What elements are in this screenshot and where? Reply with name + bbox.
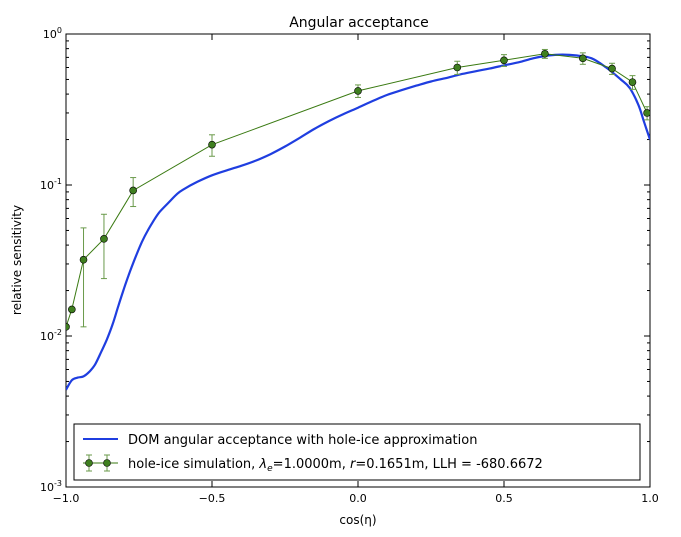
y-tick-label: 10-2 [40,328,62,343]
plot-frame [65,33,651,488]
data-point [129,186,137,195]
data-point [643,109,650,117]
data-point [68,305,76,314]
x-tick-label: 0.5 [495,492,513,505]
series-layer [66,48,650,391]
legend-box [73,423,641,481]
x-tick-label: 1.0 [641,492,659,505]
y-tick-label: 10-3 [40,479,62,494]
data-point [500,56,508,65]
data-point [66,323,70,331]
legend-label-simulation: hole-ice simulation, λe=1.0000m, r=0.165… [128,457,543,474]
y-tick-label: 100 [43,26,62,41]
data-point [628,78,637,86]
chart-title: Angular acceptance [289,15,429,31]
y-axis: 10-3 10-2 10-1 100 [40,26,650,494]
data-point [100,235,108,243]
x-axis-label: cos(η) [339,513,376,527]
data-point [608,64,616,73]
data-point [79,255,88,264]
legend-label-dom: DOM angular acceptance with hole-ice app… [128,433,477,448]
data-point [453,63,462,72]
x-tick-label: 0.0 [349,492,367,505]
series-line-simulation [66,53,648,327]
y-tick-label: 10-1 [40,177,62,192]
legend: DOM angular acceptance with hole-ice app… [73,423,641,481]
y-axis-label: relative sensitivity [10,205,24,315]
legend-swatch-simulation [83,454,118,472]
data-point [579,54,587,63]
x-tick-label: −0.5 [199,492,226,505]
data-point [354,87,362,95]
data-point [541,49,549,58]
x-axis: −1.0 −0.5 0.0 0.5 1.0 [53,34,659,505]
data-point [208,140,216,149]
x-tick-label: −1.0 [53,492,80,505]
series-line-dom-acceptance [66,53,650,391]
